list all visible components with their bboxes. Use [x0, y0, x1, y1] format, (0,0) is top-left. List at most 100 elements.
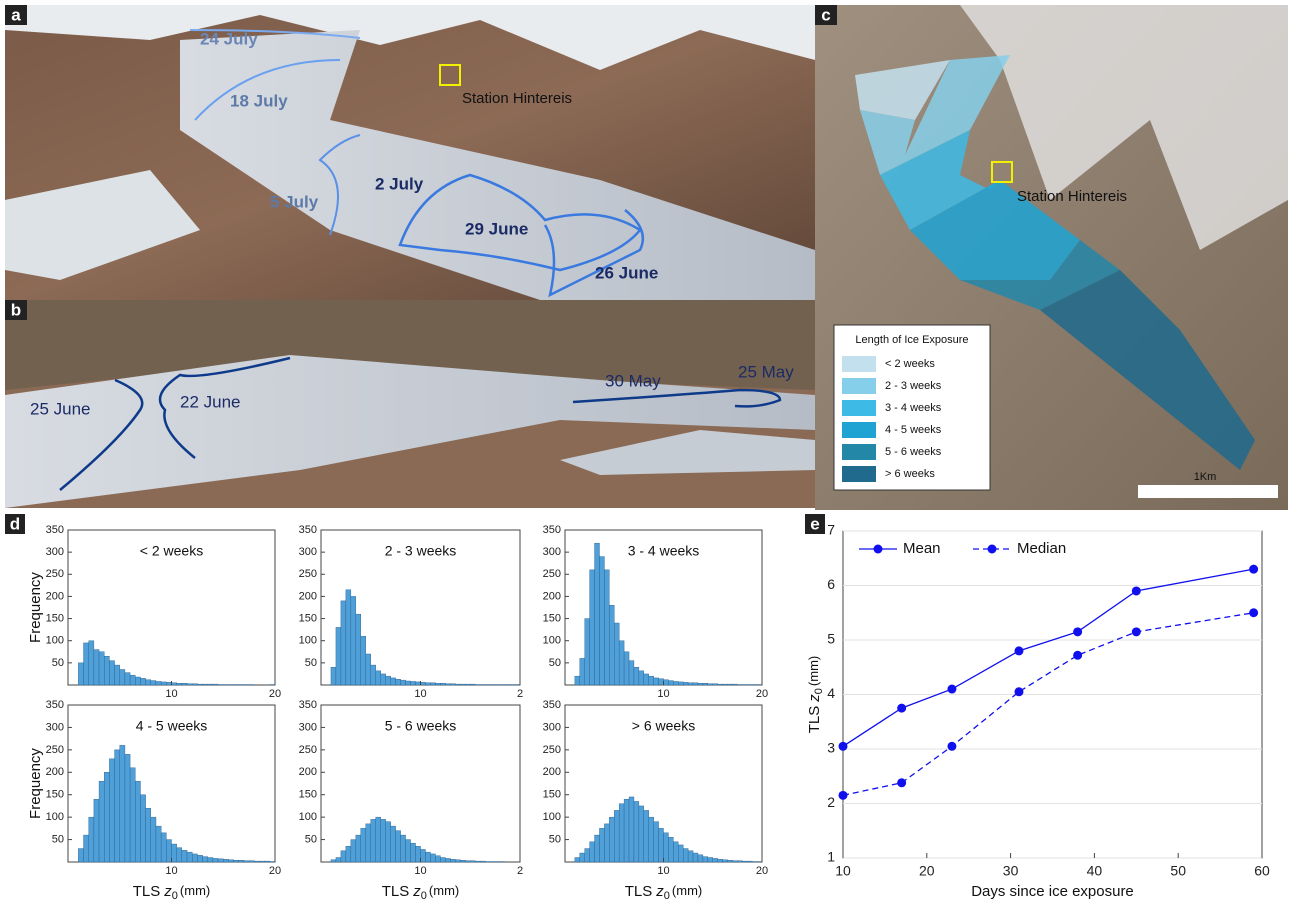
bar — [470, 684, 475, 685]
axis-label-part: 0 — [172, 890, 178, 902]
y-tick-label: 300 — [299, 721, 317, 733]
bar — [265, 861, 270, 862]
y-tick-label: 50 — [549, 657, 561, 669]
bar — [182, 850, 187, 862]
axis-label-part: (mm) — [429, 883, 459, 898]
bar — [125, 754, 130, 862]
bar — [166, 682, 171, 685]
y-tick-label: 350 — [299, 699, 317, 711]
bar — [192, 684, 197, 685]
point — [897, 704, 906, 713]
bar — [718, 684, 723, 685]
bar — [94, 650, 99, 685]
bar — [480, 861, 485, 862]
bar — [599, 557, 604, 685]
bar — [585, 849, 590, 862]
panel-label: b — [11, 300, 21, 319]
bar — [89, 641, 94, 685]
axis-label-part: TLS — [382, 883, 410, 900]
y-tick-label: 50 — [549, 833, 561, 845]
axis-label-part: (mm) — [180, 883, 210, 898]
legend-label: < 2 weeks — [885, 358, 935, 370]
bar — [659, 679, 664, 685]
panel-label: d — [10, 514, 20, 533]
legend-swatch — [842, 400, 876, 416]
bar — [416, 846, 421, 862]
legend-swatch — [842, 378, 876, 394]
bar — [187, 852, 192, 862]
bar — [239, 860, 244, 862]
point — [1014, 687, 1023, 696]
bar — [223, 859, 228, 862]
bar — [624, 652, 629, 685]
y-tick-label: 150 — [299, 612, 317, 624]
y-tick-label: 250 — [543, 744, 561, 756]
bar — [182, 683, 187, 685]
bar — [371, 665, 376, 685]
bar — [614, 623, 619, 685]
legend-label: > 6 weeks — [885, 468, 935, 480]
axis-label-part: 0 — [813, 688, 825, 694]
y-tick-label: 100 — [46, 635, 64, 647]
bar — [654, 678, 659, 685]
bar — [713, 684, 718, 685]
bar — [331, 667, 336, 685]
bar — [585, 619, 590, 685]
bar — [218, 859, 223, 862]
legend-label: 3 - 4 weeks — [885, 402, 942, 414]
bar — [693, 683, 698, 685]
x-tick-label: 10 — [835, 863, 851, 879]
bar — [411, 843, 416, 862]
bar — [575, 676, 580, 685]
bar — [425, 683, 430, 685]
bar — [104, 656, 109, 685]
bar — [430, 683, 435, 685]
hist-title: > 6 weeks — [632, 718, 695, 734]
bar — [104, 772, 109, 862]
melt-label: 25 May — [738, 362, 794, 381]
bar — [346, 846, 351, 862]
legend-swatch — [842, 422, 876, 438]
legend-label: Median — [1017, 540, 1066, 557]
bar — [411, 681, 416, 685]
bar — [356, 614, 361, 685]
y-tick-label: 6 — [827, 576, 835, 592]
bar — [723, 860, 728, 862]
bar — [421, 682, 426, 685]
scale-label: 1Km — [1194, 471, 1217, 483]
y-tick-label: 100 — [543, 635, 561, 647]
axis-label-part: TLS — [133, 883, 161, 900]
x-tick-label: 40 — [1087, 863, 1103, 879]
y-tick-label: 50 — [52, 657, 64, 669]
bar — [465, 684, 470, 685]
bar — [634, 667, 639, 685]
y-tick-label: 300 — [46, 546, 64, 558]
melt-label: 29 June — [465, 219, 528, 238]
bar — [450, 859, 455, 862]
bar — [644, 674, 649, 685]
bar — [406, 840, 411, 862]
bar — [614, 810, 619, 862]
bar — [713, 858, 718, 862]
bar — [401, 680, 406, 685]
bar — [649, 817, 654, 862]
bar — [156, 681, 161, 685]
bar — [203, 857, 208, 862]
y-tick-label: 350 — [46, 699, 64, 711]
legend-swatch — [842, 466, 876, 482]
bar — [639, 671, 644, 685]
y-tick-label: 200 — [543, 766, 561, 778]
bar — [135, 677, 140, 685]
bar — [356, 835, 361, 862]
point — [1249, 608, 1258, 617]
x-tick-label: 20 — [756, 865, 768, 877]
y-tick-label: 100 — [299, 811, 317, 823]
bar — [624, 799, 629, 862]
bar — [619, 641, 624, 685]
x-axis-label: Days since ice exposure — [971, 883, 1134, 900]
axis-label-part: (mm) — [672, 883, 702, 898]
bar — [678, 845, 683, 862]
y-tick-label: 150 — [543, 789, 561, 801]
x-tick-label: 10 — [165, 688, 177, 700]
